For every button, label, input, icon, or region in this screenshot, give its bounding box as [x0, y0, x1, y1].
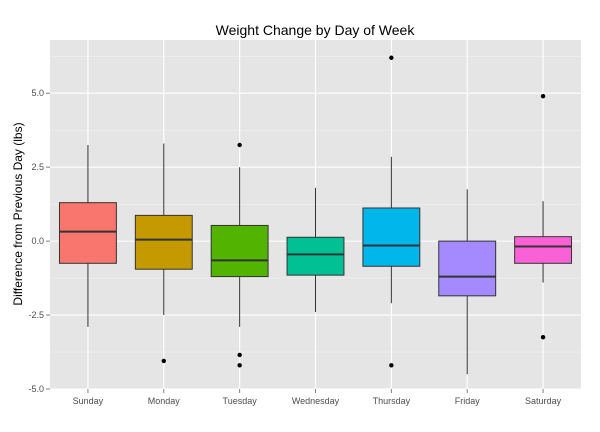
iqr-box [286, 236, 345, 276]
box-wednesday [286, 187, 345, 313]
box-friday [438, 189, 497, 375]
iqr-box [438, 240, 497, 297]
box-thursday [362, 55, 421, 368]
x-tick-label: Wednesday [292, 396, 340, 406]
box-saturday [514, 93, 573, 340]
x-tick-label: Friday [455, 396, 481, 406]
iqr-box [58, 202, 117, 264]
outlier-point [237, 352, 242, 358]
x-tick-label: Sunday [73, 396, 104, 406]
x-tick-label: Thursday [373, 396, 411, 406]
outlier-point [389, 55, 394, 60]
box-tuesday [210, 142, 269, 368]
iqr-box [362, 207, 421, 267]
outlier-point [237, 142, 242, 148]
outlier-point [540, 93, 546, 99]
box-sunday [58, 144, 117, 327]
y-tick-label: 5.0 [31, 88, 44, 98]
outlier-point [237, 363, 242, 368]
y-tick-label: -5.0 [28, 384, 44, 394]
y-tick-label: 0.0 [31, 236, 44, 246]
outlier-point [540, 335, 546, 340]
x-tick-label: Monday [148, 396, 181, 406]
box-series [58, 55, 573, 375]
x-tick-label: Saturday [525, 396, 562, 406]
iqr-box [134, 214, 193, 270]
outlier-point [161, 358, 166, 364]
x-tick-label: Tuesday [223, 396, 258, 406]
iqr-box [210, 224, 269, 278]
outlier-point [389, 363, 394, 368]
chart-title: Weight Change by Day of Week [216, 22, 416, 38]
x-axis: Sunday Monday Tuesday Wednesday Thursday Frid… [73, 389, 562, 406]
y-tick-label: 2.5 [31, 162, 44, 172]
y-tick-label: -2.5 [28, 310, 44, 320]
y-axis: -5.0 -2.5 0.0 2.5 5.0 [28, 88, 50, 394]
box-monday [134, 143, 193, 364]
iqr-box [514, 236, 573, 264]
y-axis-label: Difference from Previous Day (lbs) [11, 122, 25, 305]
